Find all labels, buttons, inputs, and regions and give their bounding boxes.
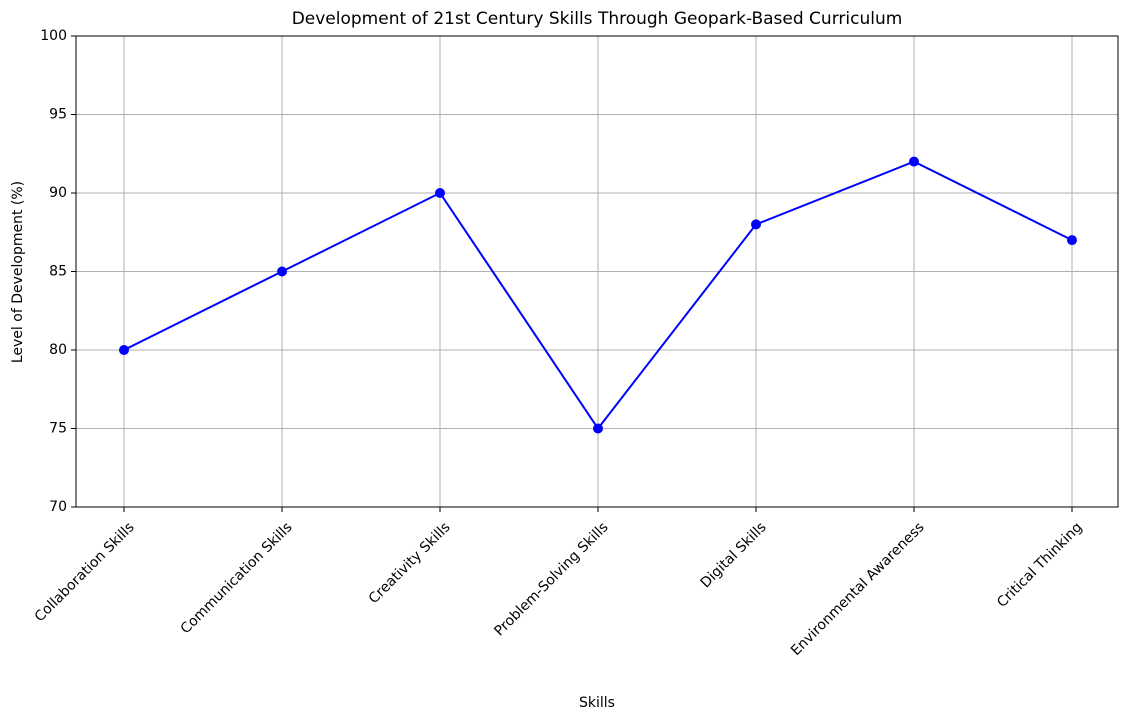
y-tick-label: 75 <box>49 421 67 437</box>
y-tick-label: 80 <box>49 342 67 358</box>
x-tick-label: Critical Thinking <box>994 519 1085 610</box>
x-tick-label: Creativity Skills <box>366 519 454 607</box>
y-tick-label: 85 <box>49 264 67 280</box>
y-tick-label: 100 <box>40 28 67 44</box>
x-axis-label: Skills <box>579 695 615 711</box>
marker <box>1067 235 1077 246</box>
x-tick-label: Digital Skills <box>698 519 770 591</box>
y-tick-label: 90 <box>49 185 67 201</box>
marker <box>593 423 603 434</box>
marker <box>435 188 445 198</box>
marker <box>909 156 919 167</box>
marker <box>119 345 129 355</box>
y-tick-label: 70 <box>49 499 67 515</box>
x-tick-label: Collaboration Skills <box>32 519 138 625</box>
marker <box>277 266 287 277</box>
chart-title: Development of 21st Century Skills Throu… <box>292 9 903 29</box>
marker <box>751 219 761 230</box>
y-axis-label: Level of Development (%) <box>10 181 26 363</box>
x-tick-label: Environmental Awareness <box>788 519 928 659</box>
x-tick-label: Problem-Solving Skills <box>491 519 611 639</box>
plot-frame <box>75 35 1119 508</box>
y-tick-label: 95 <box>49 107 67 123</box>
x-tick-label: Communication Skills <box>178 519 296 637</box>
